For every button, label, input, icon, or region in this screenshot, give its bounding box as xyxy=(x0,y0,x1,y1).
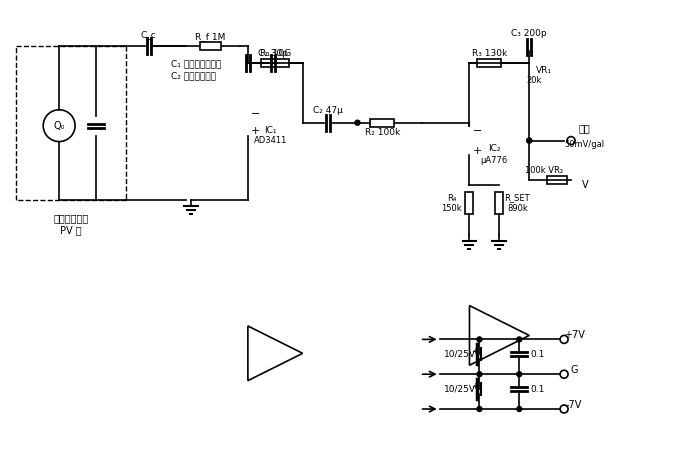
Circle shape xyxy=(477,407,482,411)
Text: -7V: -7V xyxy=(566,400,582,410)
Text: R₃ 130k: R₃ 130k xyxy=(472,49,507,58)
Circle shape xyxy=(477,337,482,342)
Text: 20k: 20k xyxy=(527,77,542,85)
Text: +: + xyxy=(473,146,482,156)
Circle shape xyxy=(527,138,532,143)
Polygon shape xyxy=(248,326,303,381)
Circle shape xyxy=(517,337,522,342)
Text: +: + xyxy=(471,382,478,391)
Text: 10/25V: 10/25V xyxy=(443,350,475,359)
Circle shape xyxy=(517,407,522,411)
Circle shape xyxy=(567,137,575,145)
Circle shape xyxy=(560,370,568,378)
Text: C₂ 47μ: C₂ 47μ xyxy=(312,106,342,115)
Circle shape xyxy=(527,138,532,143)
Text: 输出: 输出 xyxy=(578,124,590,134)
Bar xyxy=(547,177,567,184)
Text: +: + xyxy=(471,347,478,356)
Polygon shape xyxy=(469,306,529,365)
Circle shape xyxy=(560,336,568,343)
Text: 10/25V: 10/25V xyxy=(443,385,475,394)
Text: 50mV/gal: 50mV/gal xyxy=(564,140,604,149)
Circle shape xyxy=(43,110,75,141)
Text: C₂ 电缆静电电容: C₂ 电缆静电电容 xyxy=(170,71,216,80)
Bar xyxy=(200,42,222,50)
Text: R₄
150k: R₄ 150k xyxy=(441,194,462,213)
Circle shape xyxy=(355,120,360,125)
Text: −: − xyxy=(251,109,261,119)
Bar xyxy=(495,192,503,214)
Text: 100k VR₂: 100k VR₂ xyxy=(525,166,563,175)
Text: V: V xyxy=(582,180,589,190)
Text: 0.1: 0.1 xyxy=(530,350,544,359)
Text: +7V: +7V xyxy=(563,330,584,340)
Text: R₁ 10G: R₁ 10G xyxy=(260,49,291,58)
Text: C_c: C_c xyxy=(141,30,157,39)
Text: 0.1: 0.1 xyxy=(530,385,544,394)
Text: +: + xyxy=(251,126,261,137)
Text: −: − xyxy=(473,126,482,136)
Bar xyxy=(466,192,473,214)
Bar xyxy=(370,119,394,127)
Text: 加速度传感器: 加速度传感器 xyxy=(53,213,89,223)
Text: AD3411: AD3411 xyxy=(254,136,287,145)
Circle shape xyxy=(560,405,568,413)
Text: μA776: μA776 xyxy=(481,156,508,165)
Text: R_f 1M: R_f 1M xyxy=(195,32,226,40)
Text: R_SET
890k: R_SET 890k xyxy=(505,194,530,213)
Text: C₃ 200p: C₃ 200p xyxy=(512,29,547,38)
Text: R₂ 100k: R₂ 100k xyxy=(365,128,400,137)
Bar xyxy=(477,59,501,67)
Text: C₁ 传感器静电电容: C₁ 传感器静电电容 xyxy=(170,60,221,69)
Text: IC₁: IC₁ xyxy=(264,126,276,135)
Circle shape xyxy=(517,372,522,377)
Text: IC₂: IC₂ xyxy=(488,144,501,153)
Text: Q₀: Q₀ xyxy=(53,120,65,130)
Circle shape xyxy=(477,372,482,377)
Text: C₁ 30p: C₁ 30p xyxy=(258,49,288,58)
Text: G: G xyxy=(570,365,578,375)
Text: PV 型: PV 型 xyxy=(60,225,82,235)
Bar xyxy=(261,59,289,67)
Text: VR₁: VR₁ xyxy=(536,67,552,76)
